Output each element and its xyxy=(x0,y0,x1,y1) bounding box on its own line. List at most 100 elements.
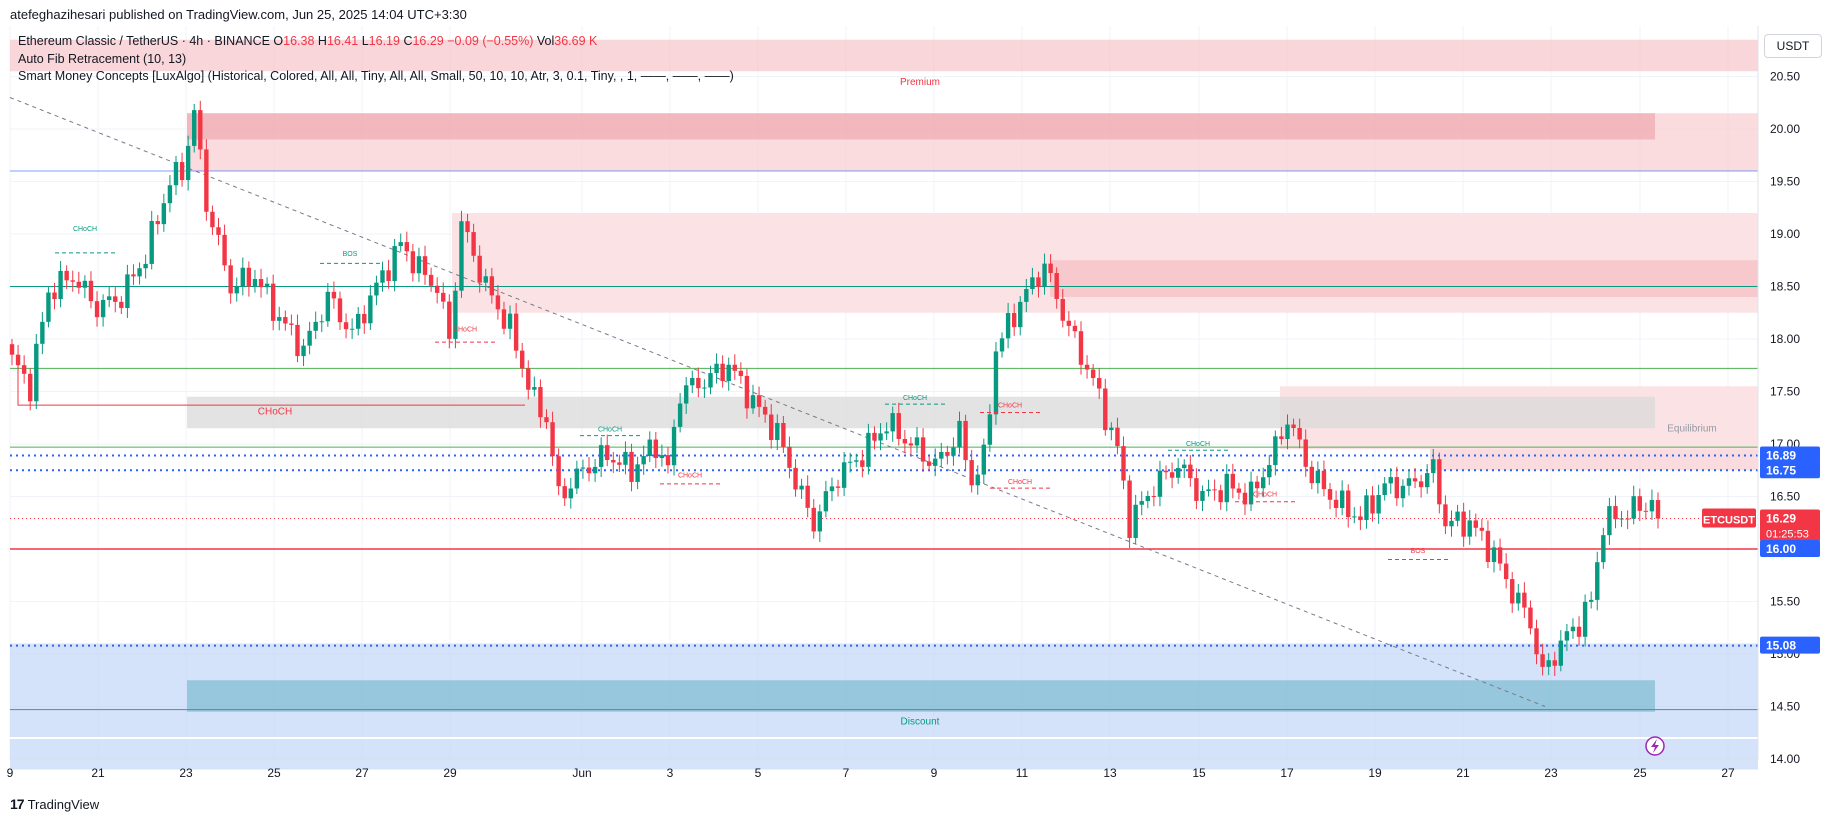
candle-body xyxy=(1072,325,1078,332)
candle-body xyxy=(1242,492,1248,505)
candle-body xyxy=(252,279,258,287)
candle-body xyxy=(1522,592,1527,608)
candle-body xyxy=(999,338,1005,352)
candle-body xyxy=(404,242,409,252)
symbol-name[interactable]: Ethereum Classic / TetherUS · 4h · BINAN… xyxy=(18,34,270,48)
candle-body xyxy=(76,281,82,288)
candle-body xyxy=(1279,436,1284,440)
candle-body xyxy=(866,432,871,467)
candle-body xyxy=(1619,518,1624,520)
candle-body xyxy=(896,413,901,439)
candle-body xyxy=(1267,465,1272,478)
candle-body xyxy=(1084,364,1090,370)
candle-body xyxy=(1437,459,1442,505)
candle-body xyxy=(1048,263,1053,274)
footer-brand[interactable]: 17 TradingView xyxy=(10,796,99,812)
candle-body xyxy=(860,460,865,467)
price-tag-bg xyxy=(1760,509,1820,542)
candle-body xyxy=(283,317,288,324)
candle-body xyxy=(1607,506,1612,536)
candle-body xyxy=(1109,427,1114,431)
candle-body xyxy=(264,283,270,288)
candle-body xyxy=(756,395,762,407)
candle-body xyxy=(1467,520,1472,537)
demand-block xyxy=(187,680,1655,712)
candle-body xyxy=(1455,511,1460,521)
symbol-legend[interactable]: Ethereum Classic / TetherUS · 4h · BINAN… xyxy=(18,34,597,48)
candle-body xyxy=(9,344,15,355)
candle-body xyxy=(1157,470,1163,497)
candle-body xyxy=(28,373,33,402)
structure-label: CHoCH xyxy=(598,426,622,433)
candle-body xyxy=(1485,530,1491,562)
candle-body xyxy=(793,467,798,490)
candle-body xyxy=(1510,579,1515,604)
structure-label: CHoCH xyxy=(903,395,927,402)
candle-body xyxy=(1546,660,1551,667)
symbol-price-tag: ETCUSDT xyxy=(1703,515,1755,527)
candle-body xyxy=(1036,277,1041,288)
candle-body xyxy=(21,365,27,374)
candle-body xyxy=(1333,499,1339,508)
candle-body xyxy=(422,256,428,275)
candle-body xyxy=(811,507,816,532)
candle-body xyxy=(1601,535,1606,563)
candle-body xyxy=(349,328,355,330)
candle-body xyxy=(659,455,665,459)
candle-body xyxy=(270,283,276,321)
x-tick-label: 9 xyxy=(931,766,938,780)
candle-body xyxy=(1558,640,1564,666)
supply-block xyxy=(187,113,1655,140)
price-tag-countdown: 01:25:53 xyxy=(1766,529,1809,541)
candle-body xyxy=(380,270,385,283)
candle-body xyxy=(1370,495,1375,514)
candle-body xyxy=(222,234,227,266)
x-tick-label: 19 xyxy=(1368,766,1382,780)
candle-body xyxy=(1388,477,1393,484)
candle-body xyxy=(58,270,63,300)
price-tag: 16.00 xyxy=(1766,542,1796,556)
x-tick-label: 27 xyxy=(355,766,369,780)
smc-indicator-legend[interactable]: Smart Money Concepts [LuxAlgo] (Historic… xyxy=(18,69,734,83)
candle-body xyxy=(926,461,932,466)
candle-body xyxy=(629,451,634,482)
candle-body xyxy=(568,488,573,499)
candle-body xyxy=(1394,477,1400,499)
x-tick-label: 5 xyxy=(755,766,762,780)
candle-body xyxy=(1364,495,1369,521)
candle-body xyxy=(88,280,94,302)
fib-indicator-legend[interactable]: Auto Fib Retracement (10, 13) xyxy=(18,52,187,66)
candle-body xyxy=(1054,273,1059,299)
candle-body xyxy=(507,313,513,329)
candle-body xyxy=(64,270,69,281)
candle-body xyxy=(1005,313,1011,339)
candle-body xyxy=(598,445,604,467)
candle-body xyxy=(1163,470,1169,473)
candle-body xyxy=(1011,313,1017,328)
candle-body xyxy=(204,149,209,212)
candle-body xyxy=(1200,490,1205,501)
supply-block-3 xyxy=(1430,449,1758,471)
candle-body xyxy=(155,221,160,225)
candle-body xyxy=(847,461,853,463)
candle-body xyxy=(1218,490,1223,503)
candle-body xyxy=(125,274,130,308)
discount-label: Discount xyxy=(901,716,940,727)
lightning-glyph-icon xyxy=(1651,739,1659,753)
candle-body xyxy=(113,296,118,302)
candle-body xyxy=(702,387,707,389)
candle-body xyxy=(1461,511,1466,537)
candle-body xyxy=(161,203,167,225)
candle-body xyxy=(362,313,367,324)
candle-body xyxy=(908,443,914,446)
equilibrium-label: Equilibrium xyxy=(1667,423,1716,434)
currency-selector[interactable]: USDT xyxy=(1764,34,1822,58)
ohlc-high-label: H xyxy=(317,34,327,48)
candle-body xyxy=(1285,424,1290,440)
candle-body xyxy=(714,363,719,374)
candle-body xyxy=(1431,459,1436,474)
x-tick-label: 15 xyxy=(1192,766,1206,780)
candle-body xyxy=(137,268,142,277)
y-tick-label: 14.50 xyxy=(1770,700,1800,714)
